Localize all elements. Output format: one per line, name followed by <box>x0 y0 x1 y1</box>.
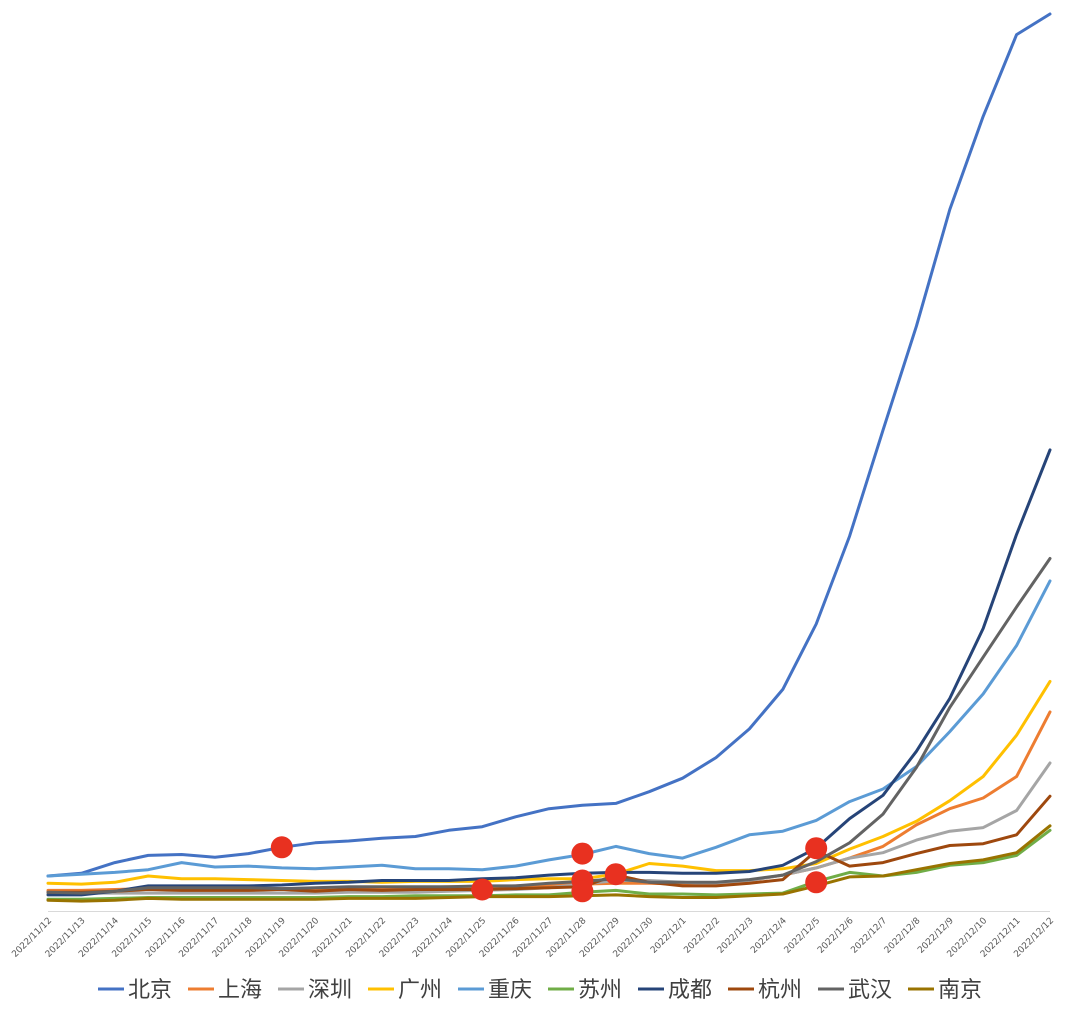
highlight-marker-1 <box>471 878 494 901</box>
series-line-6 <box>46 448 1052 897</box>
legend-label: 广州 <box>398 978 442 1003</box>
legend-item-0: 北京 <box>98 978 172 1003</box>
series-line-3 <box>46 679 1052 886</box>
series-line-4 <box>46 579 1052 878</box>
legend-label: 苏州 <box>578 978 622 1003</box>
legend-label: 深圳 <box>308 978 352 1003</box>
legend-item-6: 成都 <box>638 978 712 1003</box>
series-line-8 <box>46 557 1052 895</box>
legend-label: 南京 <box>938 978 982 1003</box>
legend-item-8: 武汉 <box>818 978 892 1003</box>
highlight-marker-7 <box>805 871 828 894</box>
legend-label: 杭州 <box>758 978 802 1003</box>
highlight-marker-2 <box>571 842 594 865</box>
highlight-marker-6 <box>805 837 828 860</box>
legend-label: 武汉 <box>848 978 892 1003</box>
legend-item-5: 苏州 <box>548 978 622 1003</box>
legend-label: 上海 <box>218 978 262 1003</box>
legend-label: 北京 <box>128 978 172 1003</box>
legend-label: 重庆 <box>488 978 532 1003</box>
legend: 北京 上海 深圳 广州 重庆 苏州 成都 杭州 武汉 南京 <box>98 978 982 1003</box>
highlight-marker-0 <box>270 836 293 859</box>
legend-item-9: 南京 <box>908 978 982 1003</box>
highlight-marker-4 <box>571 880 594 903</box>
highlight-marker-5 <box>604 863 627 886</box>
series-line-0 <box>46 12 1052 878</box>
marker-layer <box>270 836 828 903</box>
legend-label: 成都 <box>668 978 712 1003</box>
legend-item-1: 上海 <box>188 978 262 1003</box>
series-line-7 <box>46 794 1052 894</box>
series-line-9 <box>46 824 1052 903</box>
legend-item-4: 重庆 <box>458 978 532 1003</box>
legend-item-2: 深圳 <box>278 978 352 1003</box>
legend-item-3: 广州 <box>368 978 442 1003</box>
x-tick-labels: 2022/11/122022/11/132022/11/142022/11/15… <box>10 916 1056 960</box>
legend-item-7: 杭州 <box>728 978 802 1003</box>
series-layer <box>46 12 1052 903</box>
